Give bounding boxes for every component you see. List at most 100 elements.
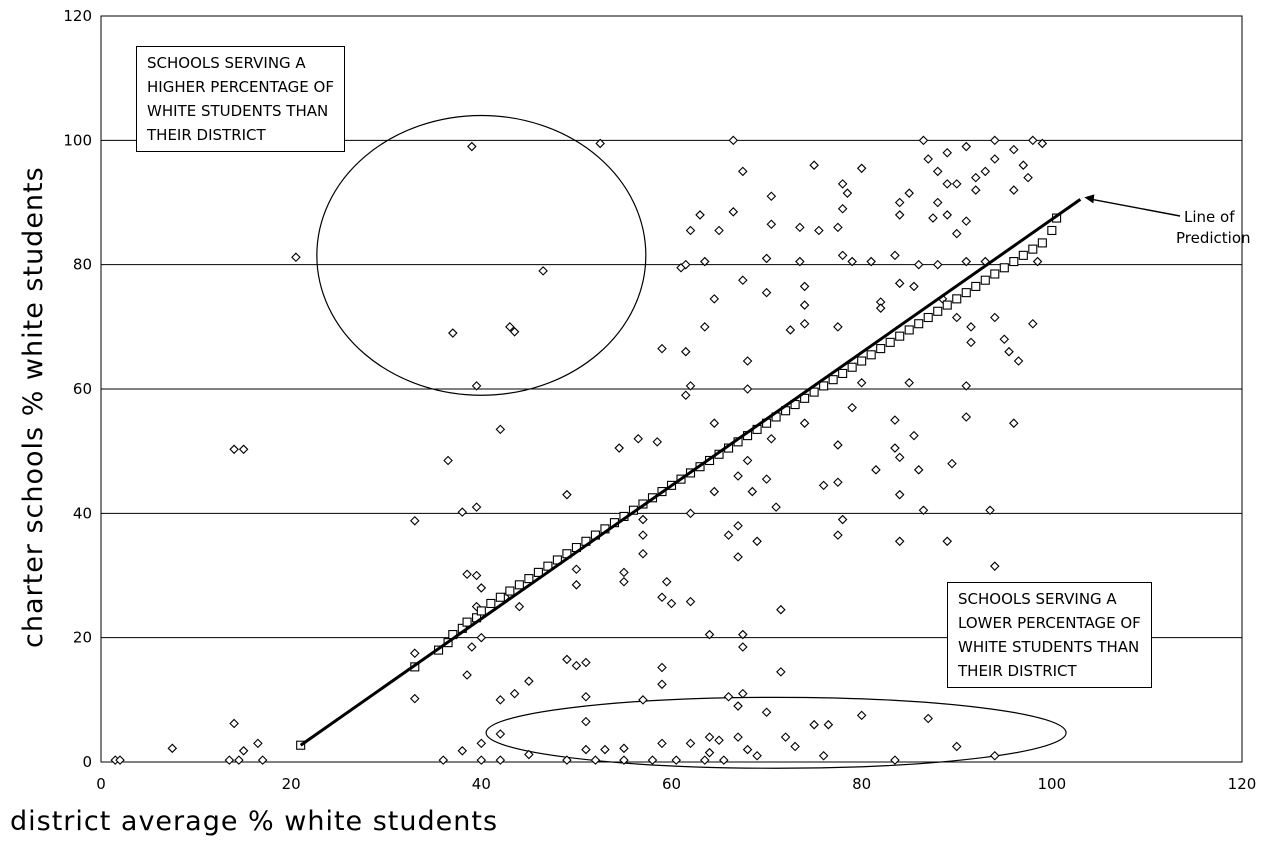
data-point-diamond [951, 312, 962, 323]
data-point-diamond [467, 141, 477, 152]
data-point-diamond [771, 502, 781, 512]
x-tick-label: 120 [1228, 775, 1257, 793]
data-point-diamond [961, 216, 972, 226]
gridlines [101, 139, 1242, 639]
data-point-diamond [700, 322, 710, 332]
data-point-square [933, 306, 943, 316]
data-point-diamond [562, 654, 572, 665]
data-point-diamond [704, 732, 715, 742]
data-point-diamond [742, 356, 753, 366]
data-point-diamond [476, 738, 487, 749]
data-point-diamond [928, 213, 938, 223]
data-point-diamond [443, 455, 453, 466]
data-point-diamond [571, 564, 582, 575]
data-point-diamond [871, 465, 881, 475]
data-point-diamond [253, 738, 263, 749]
data-point-diamond [647, 755, 658, 765]
data-point-diamond [238, 746, 249, 756]
data-point-square [809, 387, 819, 397]
data-point-diamond [890, 443, 900, 453]
data-point-square [895, 331, 905, 341]
data-point-diamond [704, 629, 715, 640]
data-point-diamond [799, 418, 810, 428]
data-point-diamond [913, 259, 924, 270]
data-point-diamond [1023, 172, 1033, 183]
data-point-square [800, 393, 810, 403]
data-point-diamond [966, 322, 976, 332]
data-point-diamond [614, 443, 624, 453]
data-point-diamond [918, 135, 929, 146]
data-point-diamond [704, 747, 715, 758]
lower-annotation-line: SCHOOLS SERVING A [958, 590, 1117, 608]
data-point-diamond [229, 718, 239, 729]
y-tick-label: 20 [73, 629, 92, 647]
data-point-diamond [509, 688, 520, 699]
upper-annotation-line: THEIR DISTRICT [147, 126, 266, 144]
data-point-diamond [562, 489, 572, 500]
data-point-diamond [766, 219, 777, 230]
data-point-diamond [847, 256, 857, 267]
data-point-square [999, 263, 1009, 273]
data-point-diamond [471, 381, 482, 391]
data-point-diamond [909, 430, 919, 441]
data-point-square [1028, 244, 1038, 254]
y-tick-label: 120 [63, 7, 92, 25]
data-point-diamond [571, 580, 582, 590]
data-point-diamond [894, 210, 905, 220]
data-point-diamond [638, 514, 648, 525]
data-point-diamond [894, 278, 905, 289]
data-point-diamond [638, 548, 648, 559]
data-point-diamond [818, 480, 829, 491]
data-point-diamond [680, 259, 691, 270]
data-point-diamond [719, 755, 729, 765]
data-point-square [866, 350, 876, 360]
data-point-diamond [932, 197, 943, 208]
data-point-diamond [1004, 346, 1014, 357]
highlight-ellipse [316, 114, 647, 396]
data-point-square [1009, 257, 1019, 267]
data-point-diamond [1028, 318, 1038, 329]
data-point-diamond [638, 530, 648, 540]
data-point-diamond [752, 751, 762, 761]
data-point-diamond [1009, 144, 1019, 155]
data-point-diamond [115, 755, 125, 765]
data-point-diamond [742, 744, 753, 755]
data-point-diamond [951, 741, 962, 752]
data-point-diamond [657, 592, 667, 603]
data-point-square [885, 337, 895, 347]
data-point-diamond [970, 172, 981, 183]
data-point-square [923, 312, 933, 323]
x-tick-label: 80 [852, 775, 871, 793]
data-point-square [961, 288, 971, 298]
data-point-square [1037, 238, 1047, 248]
upper-annotation-line: SCHOOLS SERVING A [147, 54, 306, 72]
data-points [110, 135, 1062, 765]
data-point-diamond [856, 163, 867, 174]
prediction-arrow [1084, 194, 1181, 217]
data-point-diamond [238, 444, 249, 455]
data-point-square [486, 598, 496, 609]
data-point-square [904, 325, 914, 335]
data-point-diamond [728, 207, 739, 217]
data-point-diamond [581, 716, 591, 727]
data-point-diamond [1013, 356, 1024, 366]
y-tick-label: 80 [73, 256, 92, 274]
data-point-diamond [457, 746, 468, 756]
data-point-diamond [833, 322, 843, 332]
data-point-diamond [738, 166, 748, 177]
data-point-diamond [890, 415, 900, 425]
data-point-diamond [590, 755, 601, 765]
data-point-diamond [932, 259, 943, 270]
data-point-diamond [638, 695, 648, 705]
data-point-square [847, 362, 857, 372]
data-point-diamond [761, 707, 772, 718]
data-point-square [476, 606, 486, 616]
data-point-diamond [837, 250, 848, 261]
data-point-diamond [709, 486, 720, 497]
data-point-diamond [462, 670, 472, 680]
data-point-diamond [747, 486, 758, 497]
data-point-diamond [990, 312, 1000, 323]
data-point-diamond [814, 225, 824, 236]
data-point-diamond [818, 751, 829, 761]
data-point-square [543, 561, 553, 571]
